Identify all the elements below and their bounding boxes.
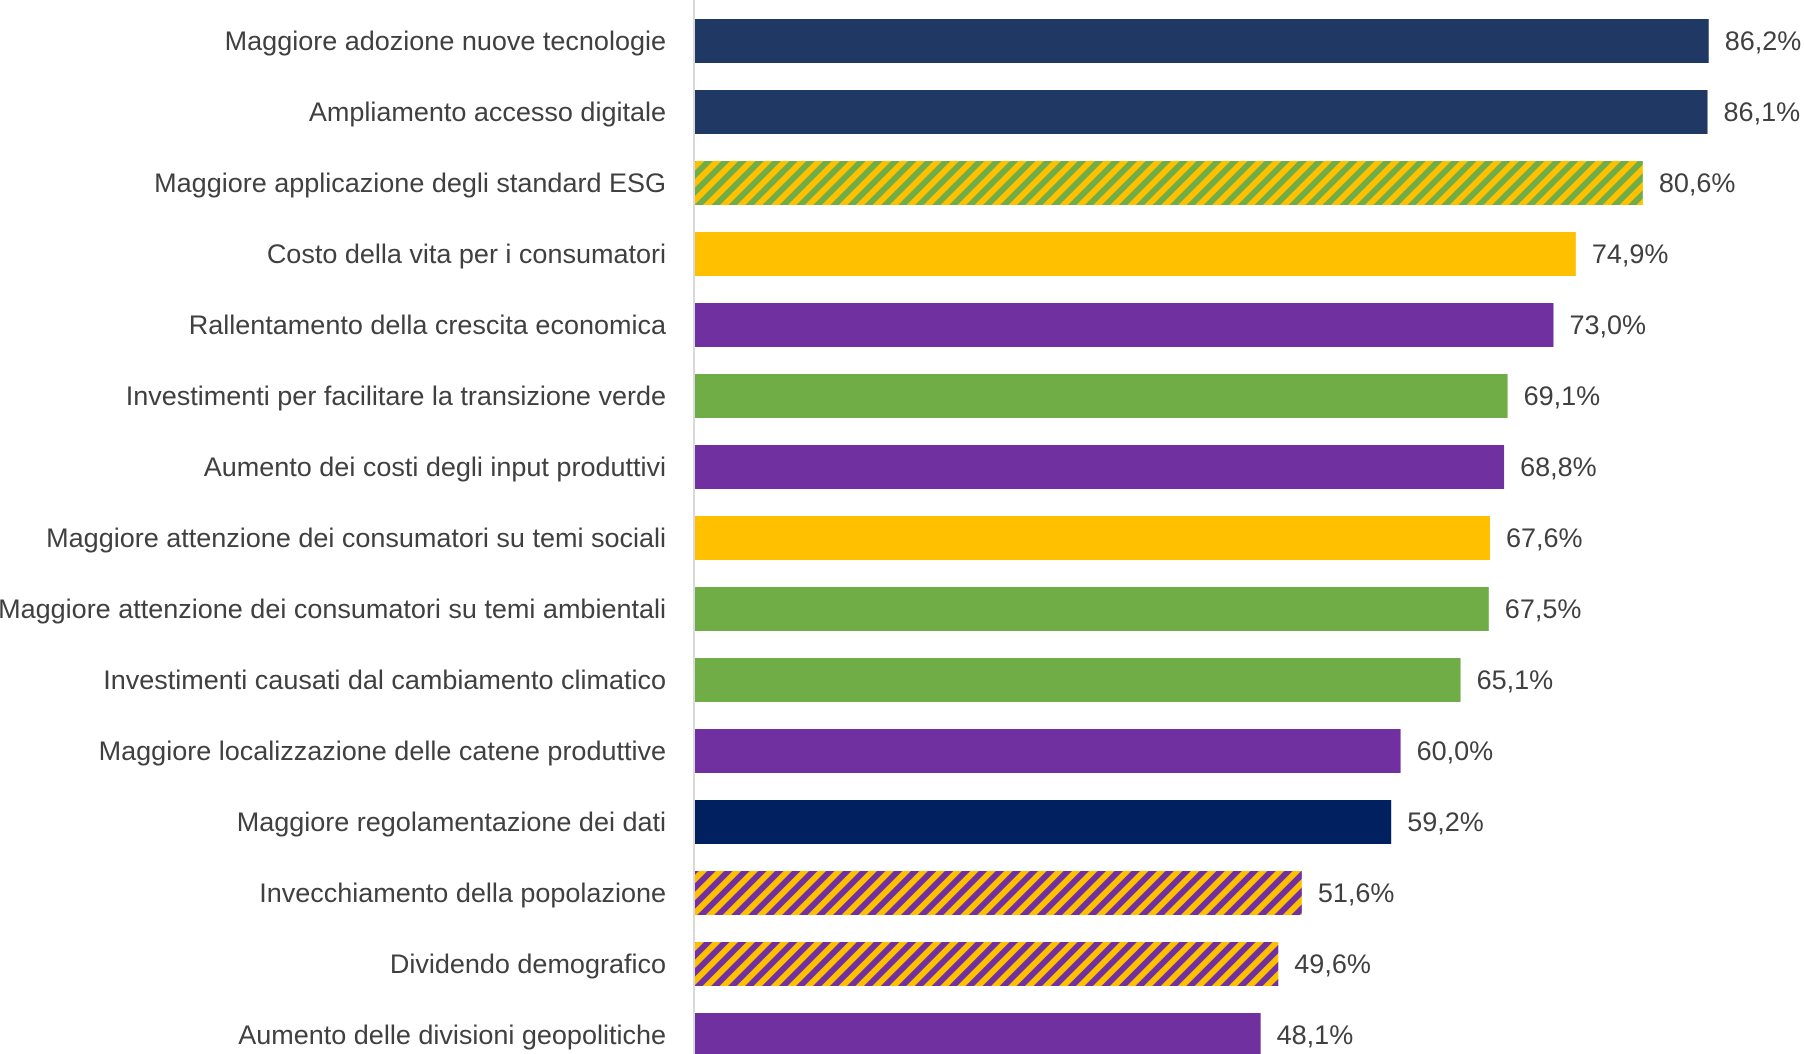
data-label: 74,9% [1592, 239, 1669, 269]
category-label: Aumento dei costi degli input produttivi [204, 452, 666, 482]
category-label: Investimenti causati dal cambiamento cli… [103, 665, 666, 695]
data-label: 49,6% [1294, 949, 1371, 979]
data-label: 65,1% [1477, 665, 1554, 695]
category-label: Maggiore adozione nuove tecnologie [225, 26, 666, 56]
bar [695, 729, 1401, 773]
bar [695, 232, 1576, 276]
data-label: 67,5% [1505, 594, 1582, 624]
category-label: Investimenti per facilitare la transizio… [126, 381, 666, 411]
category-label: Dividendo demografico [390, 949, 666, 979]
data-label: 60,0% [1417, 736, 1494, 766]
data-label: 48,1% [1277, 1020, 1354, 1050]
bar [695, 800, 1392, 844]
category-label: Costo della vita per i consumatori [267, 239, 666, 269]
data-label: 51,6% [1318, 878, 1395, 908]
bar [695, 942, 1279, 986]
category-label: Maggiore attenzione dei consumatori su t… [46, 523, 666, 553]
data-label: 86,1% [1724, 97, 1801, 127]
bar [695, 445, 1505, 489]
data-label: 73,0% [1569, 310, 1646, 340]
bar [695, 658, 1461, 702]
bar [695, 374, 1508, 418]
data-label: 59,2% [1407, 807, 1484, 837]
category-label: Aumento delle divisioni geopolitiche [238, 1020, 666, 1050]
category-label: Ampliamento accesso digitale [309, 97, 666, 127]
bar [695, 587, 1489, 631]
data-label: 80,6% [1659, 168, 1736, 198]
bar [695, 19, 1709, 63]
category-label: Maggiore applicazione degli standard ESG [154, 168, 666, 198]
data-label: 67,6% [1506, 523, 1583, 553]
category-label: Rallentamento della crescita economica [189, 310, 667, 340]
bar [695, 161, 1643, 205]
bar [695, 516, 1490, 560]
category-label: Maggiore attenzione dei consumatori su t… [0, 594, 666, 624]
category-label: Maggiore localizzazione delle catene pro… [99, 736, 666, 766]
data-label: 68,8% [1520, 452, 1597, 482]
data-label: 86,2% [1725, 26, 1802, 56]
data-label: 69,1% [1524, 381, 1601, 411]
category-label: Maggiore regolamentazione dei dati [237, 807, 666, 837]
bar [695, 1013, 1261, 1054]
bar [695, 303, 1554, 347]
bar [695, 871, 1302, 915]
category-label: Invecchiamento della popolazione [259, 878, 666, 908]
bar [695, 90, 1708, 134]
